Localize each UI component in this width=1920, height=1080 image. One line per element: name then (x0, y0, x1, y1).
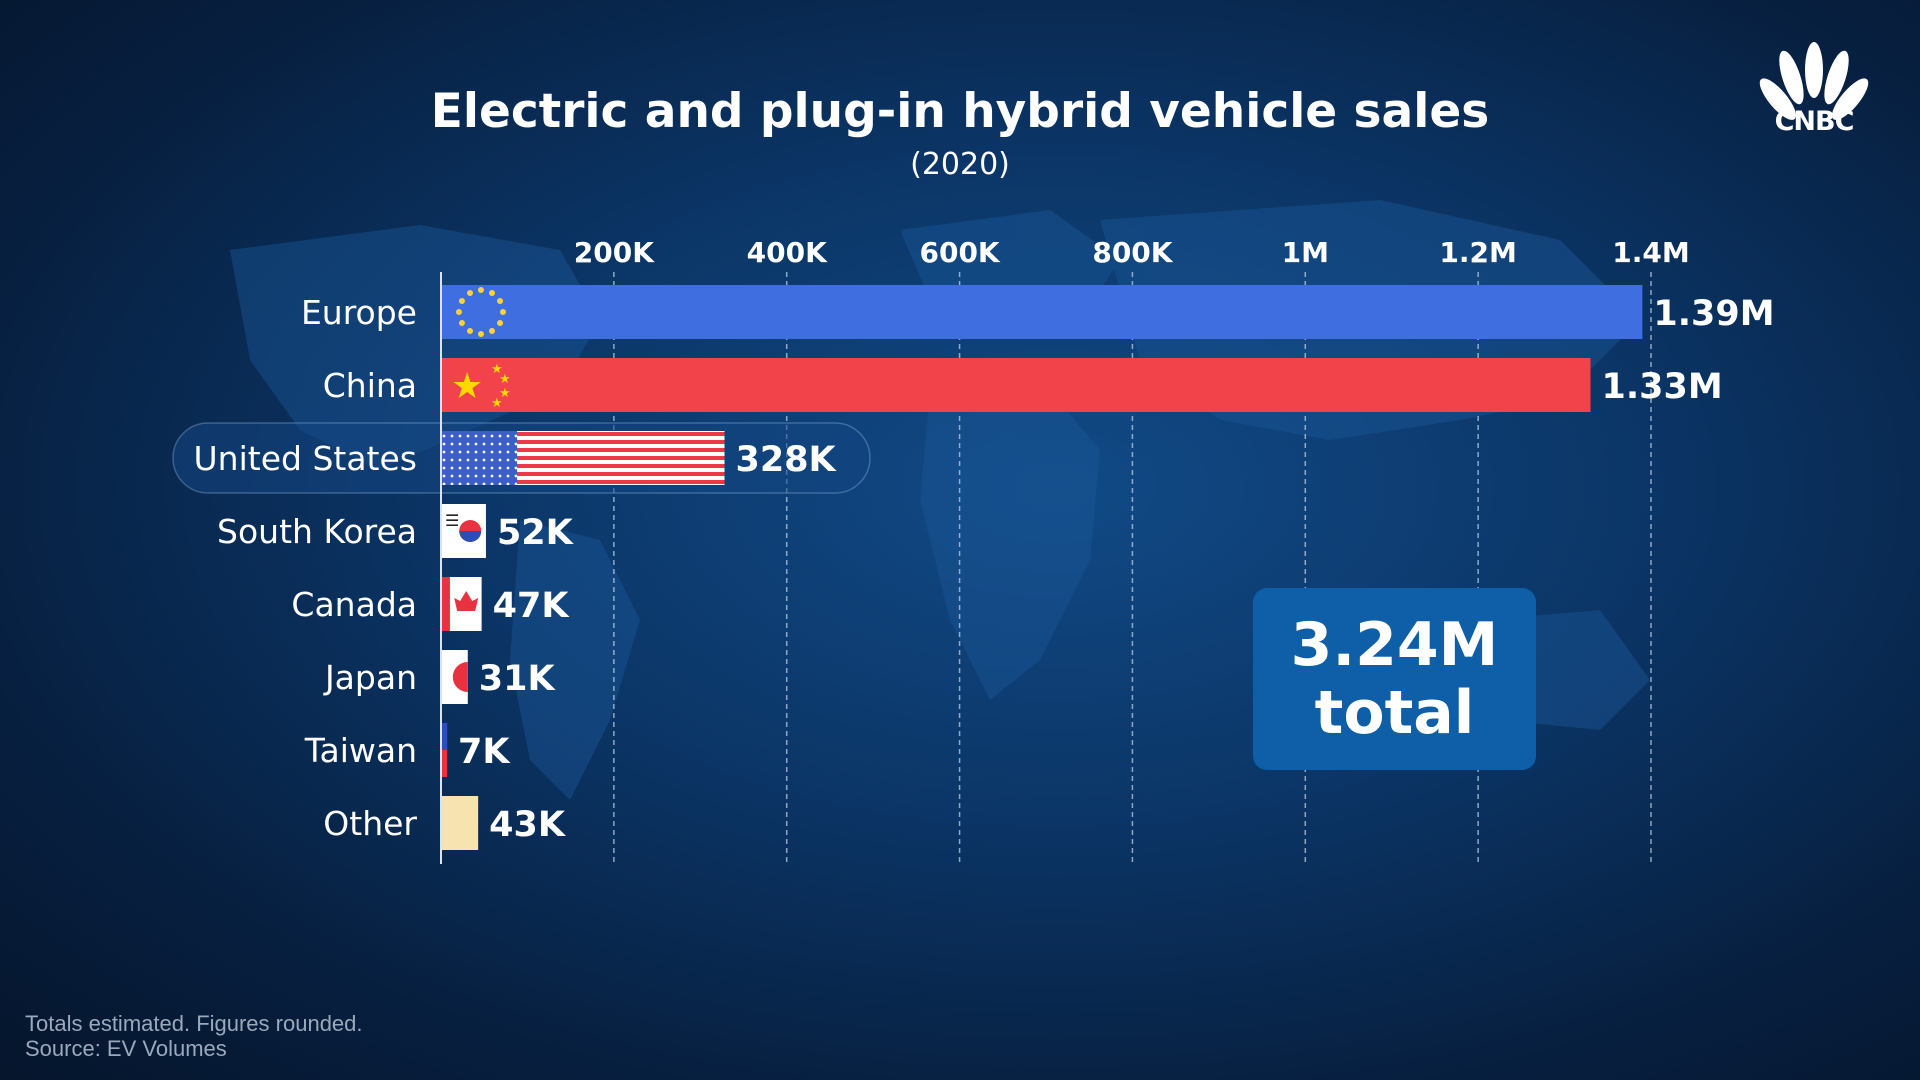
category-label: Europe (301, 293, 417, 332)
value-label: 1.39M (1653, 294, 1774, 334)
eu-flag-star (497, 320, 504, 326)
bar (441, 285, 1643, 339)
chart-subtitle: (2020) (910, 147, 1010, 182)
bar-canada (441, 577, 482, 631)
total-label: total (1314, 678, 1475, 748)
eu-flag-star (497, 298, 504, 304)
value-label: 43K (489, 805, 567, 845)
china-flag: ★ ★★★★ (451, 362, 511, 411)
value-label: 31K (479, 659, 557, 699)
bar-europe (441, 285, 1643, 339)
chart-title: Electric and plug-in hybrid vehicle sale… (430, 84, 1490, 139)
taiwan-flag (441, 723, 448, 777)
value-label: 52K (497, 513, 575, 553)
eu-flag (456, 287, 506, 337)
value-label: 1.33M (1602, 367, 1723, 407)
x-tick-label: 200K (574, 236, 655, 269)
eu-flag-star (456, 309, 462, 315)
bar (441, 796, 479, 850)
x-tick-label: 400K (747, 236, 828, 269)
china-flag-small-star: ★ (499, 386, 511, 401)
us-flag (441, 431, 725, 485)
category-label: Other (323, 804, 417, 843)
eu-flag-star (478, 287, 484, 293)
x-tick-label: 600K (919, 236, 1000, 269)
eu-flag-star (489, 289, 495, 296)
eu-flag-star (458, 320, 465, 326)
eu-flag-star (467, 289, 473, 296)
category-label: United States (194, 439, 417, 478)
x-tick-label: 1M (1282, 236, 1329, 269)
korea-flag: ☰ (445, 511, 482, 542)
eu-flag-star (500, 309, 506, 315)
footnote-source: Source: EV Volumes (25, 1036, 227, 1061)
eu-flag-star (478, 331, 484, 337)
china-flag-small-star: ★ (491, 396, 503, 411)
category-label: China (323, 366, 417, 405)
cnbc-peacock-logo (1759, 42, 1869, 120)
canada-flag-maple-leaf (454, 591, 479, 611)
japan-flag-sun (452, 662, 468, 692)
x-tick-label: 1.4M (1612, 236, 1689, 269)
bar (441, 358, 1591, 412)
eu-flag-star (467, 328, 473, 335)
bar-japan (441, 650, 468, 704)
taiwan-flag-canton (441, 723, 448, 750)
total-callout: 3.24M total (1253, 588, 1536, 770)
total-value: 3.24M (1290, 610, 1499, 680)
value-label: 47K (493, 586, 571, 626)
bar-taiwan (441, 723, 448, 777)
china-flag-star: ★ (451, 366, 483, 407)
canada-flag-band (441, 577, 450, 631)
brand-name: CNBC (1774, 106, 1855, 137)
japan-flag (452, 662, 468, 692)
korea-flag-trigram: ☰ (445, 511, 459, 530)
bar-south-korea: ☰ (441, 504, 486, 558)
bar-united-states (441, 431, 725, 485)
taiwan-flag-red (441, 750, 448, 777)
category-label: Canada (291, 585, 417, 624)
value-label: 7K (458, 732, 511, 772)
us-flag-canton (441, 431, 517, 485)
korea-flag-taegeuk-blue (459, 531, 482, 542)
china-flag-small-star: ★ (499, 372, 511, 387)
category-label: Taiwan (304, 731, 417, 770)
value-label: 328K (735, 440, 837, 480)
bar-china: ★ ★★★★ (441, 358, 1591, 412)
eu-flag-star (458, 298, 465, 304)
category-label: South Korea (217, 512, 417, 551)
category-label: Japan (323, 658, 417, 697)
x-tick-label: 1.2M (1439, 236, 1516, 269)
x-tick-label: 800K (1092, 236, 1173, 269)
eu-flag-star (489, 328, 495, 335)
bar-other (441, 796, 479, 850)
china-flag-small-star: ★ (491, 362, 503, 377)
canada-flag (441, 577, 479, 631)
footnote-estimates: Totals estimated. Figures rounded. (25, 1011, 363, 1036)
